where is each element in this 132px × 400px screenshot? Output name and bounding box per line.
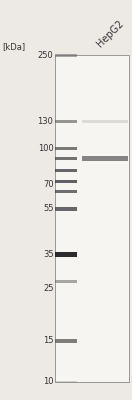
Text: [kDa]: [kDa] bbox=[2, 42, 25, 51]
Bar bbox=[55, 381, 77, 383]
Text: 70: 70 bbox=[43, 180, 53, 189]
Text: 55: 55 bbox=[43, 204, 53, 213]
Bar bbox=[55, 54, 77, 56]
Text: 35: 35 bbox=[43, 250, 53, 259]
Bar bbox=[55, 120, 77, 123]
Bar bbox=[55, 169, 77, 172]
Bar bbox=[55, 55, 129, 382]
Bar bbox=[55, 339, 77, 343]
Bar bbox=[82, 156, 128, 161]
Bar bbox=[55, 280, 77, 282]
Bar bbox=[55, 252, 77, 257]
Bar bbox=[55, 180, 77, 183]
Text: 100: 100 bbox=[38, 144, 53, 152]
Bar bbox=[55, 157, 77, 160]
Bar bbox=[55, 207, 77, 211]
Text: 25: 25 bbox=[43, 284, 53, 294]
Text: 250: 250 bbox=[38, 50, 53, 60]
Text: 15: 15 bbox=[43, 336, 53, 345]
Text: HepG2: HepG2 bbox=[95, 18, 126, 49]
Text: 10: 10 bbox=[43, 378, 53, 386]
Bar bbox=[82, 120, 128, 123]
Text: 130: 130 bbox=[38, 117, 53, 126]
Bar bbox=[55, 190, 77, 193]
Bar bbox=[55, 146, 77, 150]
